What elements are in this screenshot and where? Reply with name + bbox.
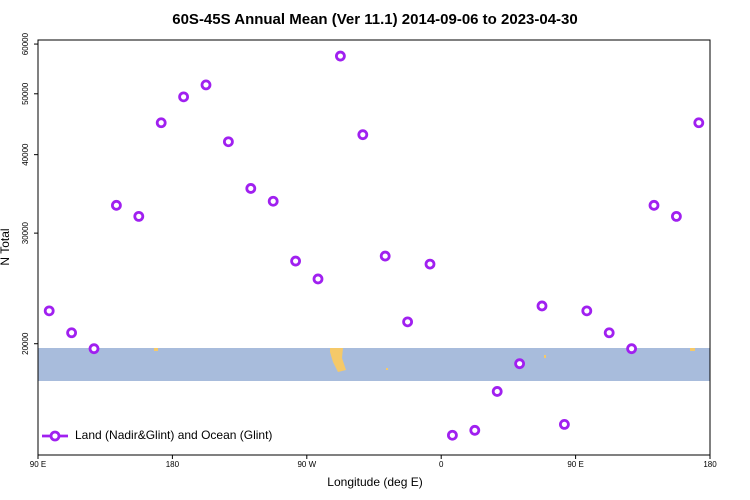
point: [178, 91, 190, 103]
point: [514, 358, 525, 370]
point: [603, 327, 615, 339]
y-tick-label: 60000: [21, 32, 30, 55]
point: [334, 50, 346, 62]
land-shapes: [154, 348, 695, 372]
point: [155, 117, 167, 129]
x-tick-label: 90 E: [567, 460, 583, 469]
point: [402, 316, 414, 328]
point: [693, 117, 705, 129]
point: [245, 183, 257, 194]
x-tick-label: 90 W: [297, 460, 316, 469]
point: [424, 258, 436, 270]
y-tick-label: 30000: [21, 221, 30, 244]
point: [66, 327, 77, 339]
point: [357, 129, 369, 141]
x-axis-label: Longitude (deg E): [327, 475, 422, 489]
map-strip: [38, 348, 710, 381]
point: [446, 429, 458, 441]
point: [469, 424, 481, 436]
point: [111, 199, 122, 211]
legend-marker: [49, 430, 61, 442]
point: [536, 300, 548, 312]
point: [43, 305, 55, 317]
point: [626, 343, 637, 355]
point: [222, 136, 234, 148]
x-tick-label: 180: [166, 460, 180, 469]
point: [581, 305, 593, 317]
x-tick-label: 0: [439, 460, 444, 469]
point: [200, 79, 212, 91]
point: [133, 210, 145, 222]
x-tick-label: 90 E: [30, 460, 46, 469]
point: [312, 273, 324, 285]
y-tick-label: 50000: [21, 82, 30, 105]
y-tick-label: 20000: [21, 332, 30, 355]
point: [290, 255, 302, 267]
y-axis-label: N Total: [0, 228, 12, 265]
x-tick-label: 180: [703, 460, 717, 469]
point: [267, 195, 279, 207]
y-tick-label: 40000: [21, 143, 30, 166]
legend-label: Land (Nadir&Glint) and Ocean (Glint): [75, 428, 272, 442]
point: [648, 199, 660, 211]
chart-title: 60S-45S Annual Mean (Ver 11.1) 2014-09-0…: [172, 11, 578, 28]
plot-frame: [37, 39, 711, 456]
point: [491, 386, 503, 397]
point: [671, 210, 682, 222]
point: [88, 343, 100, 355]
point: [379, 250, 391, 262]
point: [559, 418, 570, 430]
